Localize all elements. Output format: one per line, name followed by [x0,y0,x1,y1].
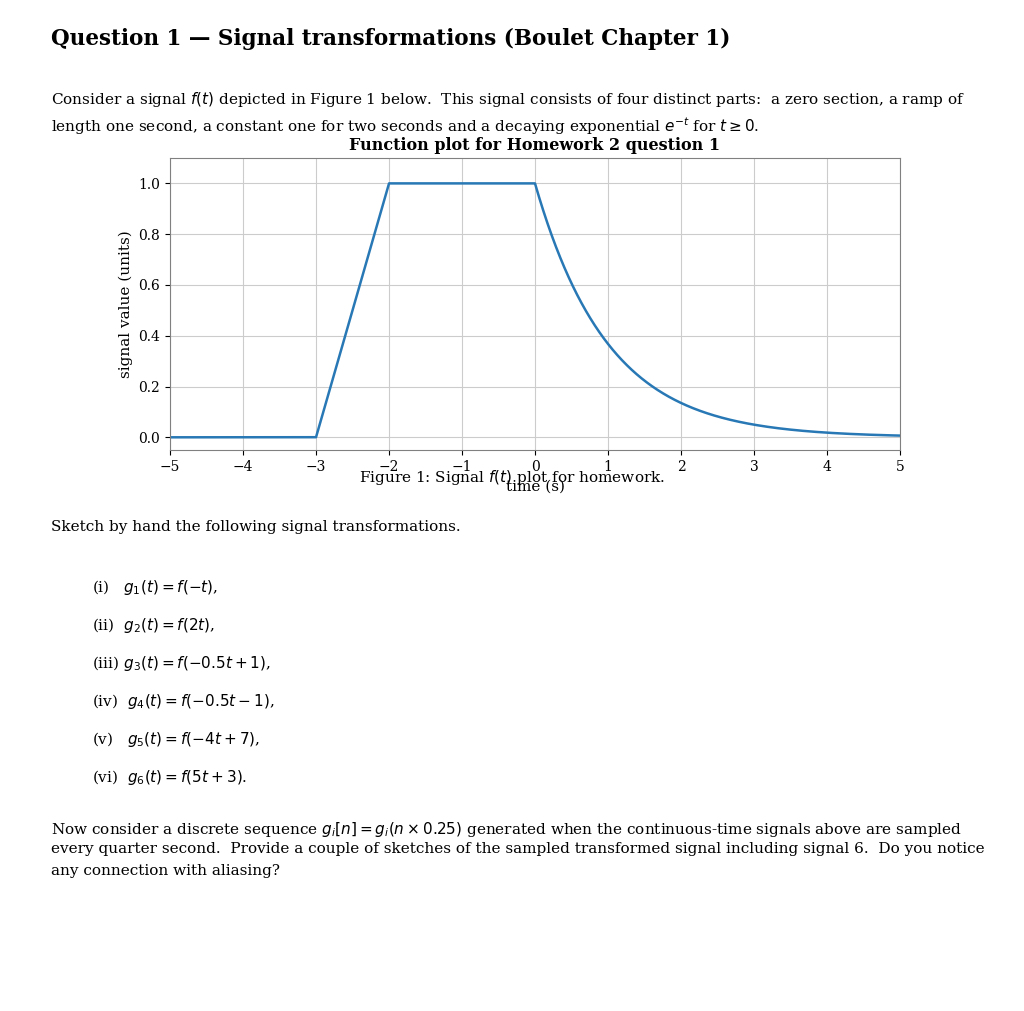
Text: (v)   $g_5(t) = f(-4t + 7)$,: (v) $g_5(t) = f(-4t + 7)$, [92,730,260,749]
Text: (ii)  $g_2(t) = f(2t)$,: (ii) $g_2(t) = f(2t)$, [92,616,215,635]
Text: Consider a signal $f(t)$ depicted in Figure 1 below.  This signal consists of fo: Consider a signal $f(t)$ depicted in Fig… [51,90,966,109]
Title: Function plot for Homework 2 question 1: Function plot for Homework 2 question 1 [349,136,721,154]
Text: Question 1 — Signal transformations (Boulet Chapter 1): Question 1 — Signal transformations (Bou… [51,28,730,51]
Text: length one second, a constant one for two seconds and a decaying exponential $e^: length one second, a constant one for tw… [51,115,760,136]
Text: (i)   $g_1(t) = f(-t)$,: (i) $g_1(t) = f(-t)$, [92,578,218,598]
Text: Now consider a discrete sequence $g_i[n] = g_i(n \times 0.25)$ generated when th: Now consider a discrete sequence $g_i[n]… [51,820,963,839]
Text: Figure 1: Signal $f(t)$ plot for homework.: Figure 1: Signal $f(t)$ plot for homewor… [359,468,665,487]
Text: Sketch by hand the following signal transformations.: Sketch by hand the following signal tran… [51,520,461,534]
Text: (vi)  $g_6(t) = f(5t + 3)$.: (vi) $g_6(t) = f(5t + 3)$. [92,768,248,787]
Text: any connection with aliasing?: any connection with aliasing? [51,864,281,878]
Text: (iii) $g_3(t) = f(-0.5t + 1)$,: (iii) $g_3(t) = f(-0.5t + 1)$, [92,654,271,673]
Y-axis label: signal value (units): signal value (units) [119,231,133,378]
X-axis label: time (s): time (s) [506,479,564,493]
Text: (iv)  $g_4(t) = f(-0.5t - 1)$,: (iv) $g_4(t) = f(-0.5t - 1)$, [92,692,274,711]
Text: every quarter second.  Provide a couple of sketches of the sampled transformed s: every quarter second. Provide a couple o… [51,842,985,856]
